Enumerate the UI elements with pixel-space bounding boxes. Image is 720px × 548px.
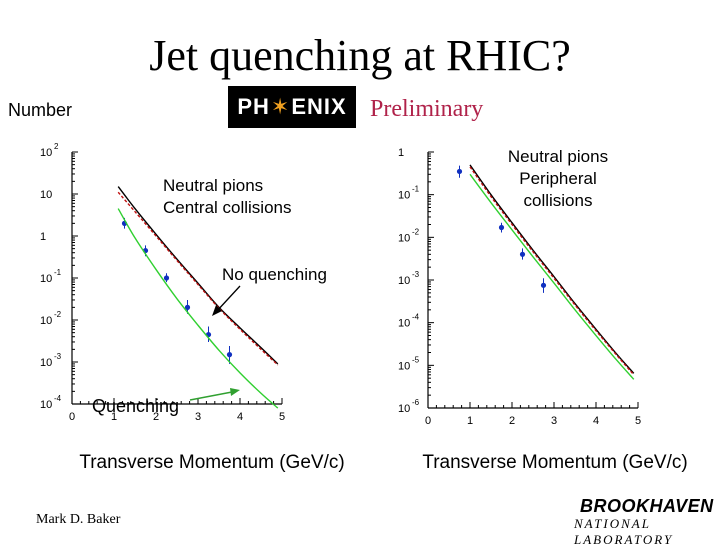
y-axis-label: Number [8, 100, 73, 120]
y-tick-label: 10 [398, 275, 410, 287]
logo-text-left: PH [237, 94, 270, 119]
institution-top: BROOKHAVEN [580, 496, 714, 516]
slide-title: Jet quenching at RHIC? [149, 31, 571, 80]
data-point [163, 275, 170, 281]
panel-annotation-line: Central collisions [163, 198, 292, 217]
y-tick-label: 10 [398, 190, 410, 202]
y-tick-label: 10 [40, 315, 52, 327]
y-tick-label: 10 [40, 147, 52, 159]
quenching-label: Quenching [92, 396, 179, 416]
y-tick-exponent: -3 [54, 352, 62, 361]
no-quenching-label: No quenching [222, 265, 327, 284]
series-line-1 [469, 164, 635, 374]
logo-star-icon: ✶ [270, 94, 291, 119]
y-tick-exponent: -4 [54, 394, 62, 403]
x-axis-label-peripheral: Transverse Momentum (GeV/c) [422, 452, 688, 473]
phenix-logo: PH ✶ ENIX [228, 86, 356, 128]
panel-annotation-line: Peripheral [519, 169, 597, 188]
y-tick-label: 10 [40, 273, 52, 285]
y-tick-label: 1 [398, 147, 404, 159]
series-line-3 [117, 208, 279, 409]
y-tick-exponent: -1 [412, 185, 420, 194]
y-tick-label: 10 [40, 357, 52, 369]
series-line-2 [469, 166, 635, 376]
brookhaven-logo: BROOKHAVEN NATIONAL LABORATORY [560, 496, 713, 547]
x-tick-label: 1 [111, 411, 117, 423]
x-tick-label: 2 [153, 411, 159, 423]
data-point [456, 168, 463, 175]
data-point [519, 251, 526, 257]
x-tick-label: 5 [635, 415, 641, 427]
x-tick-label: 0 [69, 411, 75, 423]
logo-text-right: ENIX [291, 94, 347, 119]
y-tick-exponent: -1 [54, 268, 62, 277]
y-tick-exponent: -2 [412, 227, 420, 236]
x-tick-label: 4 [593, 415, 599, 427]
no-quenching-arrow [215, 285, 241, 313]
x-tick-label: 5 [279, 411, 285, 423]
series-line-2 [117, 191, 279, 366]
institution-bottom: NATIONAL LABORATORY [574, 516, 674, 547]
panel-annotation-line: Neutral pions [163, 176, 263, 195]
y-tick-label: 10 [40, 189, 52, 201]
x-axis-label-central: Transverse Momentum (GeV/c) [79, 452, 345, 473]
y-tick-label: 10 [40, 399, 52, 411]
y-tick-label: 10 [398, 403, 410, 415]
quenching-arrowhead [230, 388, 240, 396]
y-tick-exponent: 2 [54, 142, 59, 151]
preliminary-label: Preliminary [370, 96, 484, 122]
y-tick-exponent: -2 [54, 310, 62, 319]
x-tick-label: 1 [467, 415, 473, 427]
data-point [226, 352, 233, 358]
quenching-arrow [189, 391, 233, 401]
y-tick-label: 10 [398, 360, 410, 372]
y-tick-label: 10 [398, 318, 410, 330]
y-tick-label: 1 [40, 231, 46, 243]
data-point [540, 282, 547, 288]
y-tick-exponent: -3 [412, 270, 420, 279]
author-name: Mark D. Baker [36, 512, 121, 527]
series-line-3 [469, 173, 635, 380]
x-tick-label: 4 [237, 411, 243, 423]
y-tick-exponent: -5 [412, 355, 420, 364]
data-point [498, 224, 505, 231]
data-point [184, 304, 191, 310]
x-tick-label: 0 [425, 415, 431, 427]
y-tick-exponent: -6 [412, 398, 420, 407]
no-quenching-arrowhead [212, 305, 222, 316]
series-line-1 [117, 186, 279, 365]
panel-annotation-line: Neutral pions [508, 147, 608, 166]
y-tick-exponent: -4 [412, 313, 420, 322]
x-tick-label: 3 [551, 415, 557, 427]
panel-annotation-line: collisions [524, 191, 593, 210]
x-tick-label: 3 [195, 411, 201, 423]
x-tick-label: 2 [509, 415, 515, 427]
y-tick-label: 10 [398, 232, 410, 244]
